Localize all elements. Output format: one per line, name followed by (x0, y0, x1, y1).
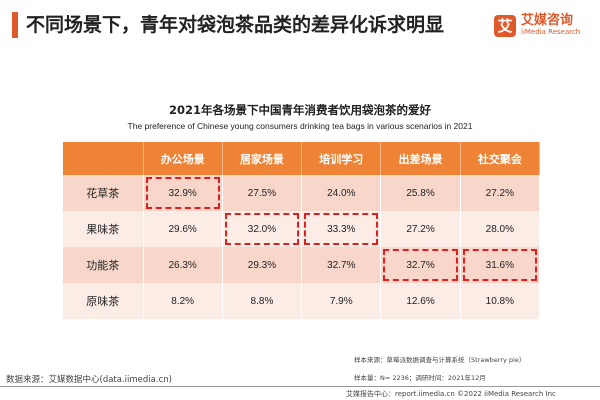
logo-name-en: iiMedia Research (521, 28, 581, 36)
table-cell: 28.0% (460, 211, 541, 247)
table-cell: 24.0% (301, 175, 382, 211)
table-cell: 29.6% (143, 211, 223, 247)
chart-subtitle: The preference of Chinese young consumer… (127, 121, 473, 131)
column-header: 出差场景 (380, 142, 461, 175)
table-row: 花草茶 32.9% 27.5% 24.0% 25.8% 27.2% (63, 175, 541, 211)
highlighted-cell: 32.9% (143, 175, 223, 211)
table-cell: 27.2% (380, 211, 461, 247)
row-label: 原味茶 (63, 283, 144, 319)
brand-logo: 艾 艾媒咨询 iiMedia Research (494, 14, 580, 37)
row-label: 功能茶 (63, 247, 144, 283)
page-title: 不同场景下，青年对袋泡茶品类的差异化诉求明显 (26, 14, 445, 36)
highlighted-cell: 33.3% (301, 211, 382, 247)
column-header: 社交聚会 (460, 142, 541, 175)
column-header: 居家场景 (222, 142, 303, 175)
table-cell: 32.7% (301, 247, 382, 283)
table-cell: 8.2% (143, 283, 223, 319)
sample-size: 样本量：N= 2236；调研时间：2021年12月 (354, 374, 486, 382)
table-cell: 10.8% (460, 283, 541, 319)
table-cell: 26.3% (143, 247, 223, 283)
highlighted-cell: 32.0% (222, 211, 303, 247)
table-cell: 27.2% (460, 175, 541, 211)
column-header: 办公场景 (143, 142, 223, 175)
highlighted-cell: 31.6% (460, 247, 541, 283)
table-cell: 25.8% (380, 175, 461, 211)
table-row: 果味茶 29.6% 32.0% 33.3% 27.2% 28.0% (63, 211, 541, 247)
chart-title: 2021年各场景下中国青年消费者饮用袋泡茶的爱好 (168, 103, 431, 117)
table-cell: 29.3% (222, 247, 303, 283)
logo-name-cn: 艾媒咨询 (521, 13, 574, 28)
table-row: 原味茶 8.2% 8.8% 7.9% 12.6% 10.8% (63, 283, 541, 319)
table-cell: 7.9% (301, 283, 382, 319)
column-header: 培训学习 (301, 142, 382, 175)
row-label: 花草茶 (63, 175, 144, 211)
title-accent-bar (12, 12, 18, 38)
footer-text: 艾媒报告中心：report.iimedia.cn ©2022 iiMedia R… (346, 390, 556, 398)
sample-source: 样本来源：草莓派数据调查与计算系统（Strawberry pie） (354, 356, 526, 364)
table-cell: 12.6% (380, 283, 461, 319)
table-row: 功能茶 26.3% 29.3% 32.7% 32.7% 31.6% (63, 247, 541, 283)
row-label: 果味茶 (63, 211, 144, 247)
footer-divider (0, 386, 600, 387)
data-source: 数据来源：艾媒数据中心(data.iimedia.cn) (6, 375, 172, 385)
logo-mark-icon: 艾 (494, 14, 516, 37)
table-cell: 8.8% (222, 283, 303, 319)
preference-table: 办公场景 居家场景 培训学习 出差场景 社交聚会 花草茶 32.9% 27.5% 24.0% 2… (63, 142, 541, 319)
table-cell: 27.5% (222, 175, 303, 211)
corner-header (63, 142, 144, 175)
highlighted-cell: 32.7% (380, 247, 461, 283)
